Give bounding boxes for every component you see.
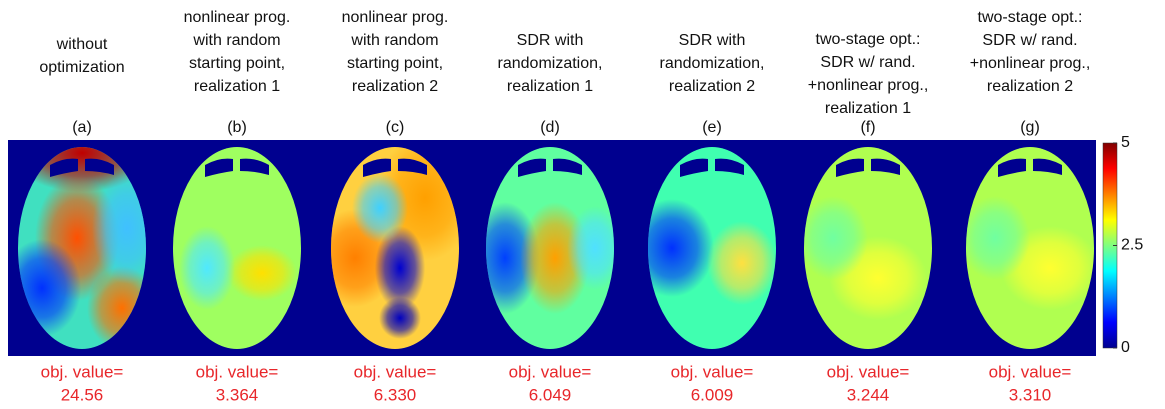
obj-label: obj. value= <box>509 362 592 381</box>
panel-title: SDR with <box>517 32 584 49</box>
heatmap-blob <box>374 226 426 310</box>
heatmap-blob <box>379 297 421 339</box>
panel-title: realization 1 <box>825 100 911 117</box>
heatmap <box>648 147 776 349</box>
panel-title: +nonlinear prog., <box>970 55 1091 72</box>
obj-value: 3.364 <box>216 385 259 404</box>
panel-title: realization 2 <box>669 78 755 95</box>
eye-hole <box>85 158 114 175</box>
heatmap-blob <box>179 226 235 310</box>
obj-label: obj. value= <box>354 362 437 381</box>
eye-hole <box>398 158 427 175</box>
colorbar-tick-label: 5 <box>1121 134 1130 151</box>
obj-label: obj. value= <box>41 362 124 381</box>
heatmap-blob <box>352 173 408 243</box>
heatmap-blob <box>648 199 714 297</box>
obj-value: 6.009 <box>691 385 734 404</box>
eye-hole <box>240 158 269 175</box>
panel-title: realization 1 <box>507 78 593 95</box>
panel-title: with random <box>192 32 280 49</box>
obj-label: obj. value= <box>196 362 279 381</box>
eye-hole <box>205 158 233 177</box>
panel-title: SDR w/ rand. <box>820 54 915 71</box>
panel-title: starting point, <box>189 55 285 72</box>
colorbar-tick-label: 2.5 <box>1121 237 1143 254</box>
eye-hole <box>518 158 546 177</box>
obj-label: obj. value= <box>671 362 754 381</box>
panel-title: realization 2 <box>352 78 438 95</box>
eye-hole <box>871 158 900 175</box>
heatmap <box>966 147 1094 349</box>
panel-title: optimization <box>39 59 124 76</box>
heatmap <box>173 147 301 349</box>
panel-title: two-stage opt.: <box>978 9 1083 26</box>
eye-hole <box>363 158 391 177</box>
heatmap-blob <box>804 196 868 280</box>
obj-value: 3.310 <box>1009 385 1052 404</box>
panel-label: (e) <box>702 119 722 136</box>
panel-label: (g) <box>1020 119 1040 136</box>
obj-value: 24.56 <box>61 385 104 404</box>
panel-title: realization 2 <box>987 78 1073 95</box>
obj-value: 6.330 <box>374 385 417 404</box>
heatmap-blob <box>966 196 1030 280</box>
heatmap-blob <box>18 147 146 193</box>
heatmap-blob <box>707 221 776 305</box>
panel-title: +nonlinear prog., <box>808 77 929 94</box>
eye-hole <box>553 158 582 175</box>
eye-hole <box>680 158 708 177</box>
panel-title: randomization, <box>660 55 765 72</box>
panel-label: (f) <box>860 119 875 136</box>
eye-hole <box>998 158 1026 177</box>
panel-title: starting point, <box>347 55 443 72</box>
eye-hole <box>1033 158 1062 175</box>
panel-label: (d) <box>540 119 560 136</box>
panel-title: SDR with <box>679 32 746 49</box>
colorbar-tick-label: 0 <box>1121 339 1130 356</box>
panel-label: (b) <box>227 119 247 136</box>
panel-title: randomization, <box>498 55 603 72</box>
obj-label: obj. value= <box>989 362 1072 381</box>
heatmap <box>804 147 932 349</box>
obj-value: 6.049 <box>529 385 572 404</box>
panel-title: nonlinear prog. <box>184 9 291 26</box>
panel-title: without <box>56 36 108 53</box>
eye-hole <box>50 158 78 177</box>
panel-title: two-stage opt.: <box>816 31 921 48</box>
panel-title: realization 1 <box>194 78 280 95</box>
panel-label: (c) <box>386 119 405 136</box>
eye-hole <box>836 158 864 177</box>
obj-label: obj. value= <box>827 362 910 381</box>
heatmap-blob <box>567 206 614 290</box>
panel-title: SDR w/ rand. <box>982 32 1077 49</box>
eye-hole <box>715 158 744 175</box>
panel-label: (a) <box>72 119 92 136</box>
obj-value: 3.244 <box>847 385 890 404</box>
panel-title: with random <box>350 32 438 49</box>
panel-title: nonlinear prog. <box>342 9 449 26</box>
heatmap-blob <box>227 245 297 301</box>
